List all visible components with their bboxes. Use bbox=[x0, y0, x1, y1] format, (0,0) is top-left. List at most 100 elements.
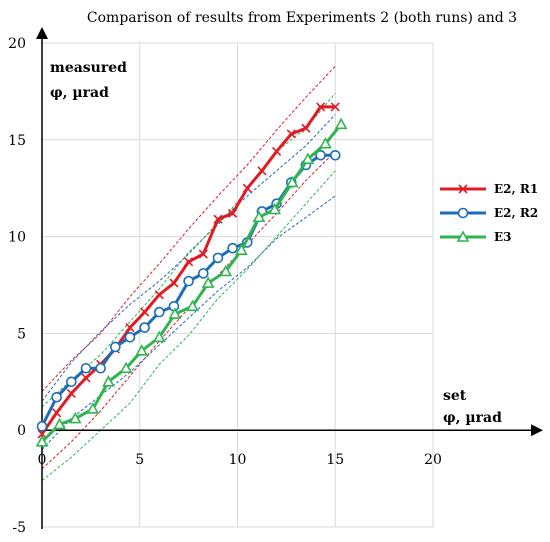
series-2-point-15 bbox=[285, 175, 299, 188]
legend-marker-1 bbox=[457, 207, 469, 219]
legend-marker-2 bbox=[456, 230, 470, 242]
legend-label-1: E2, R2 bbox=[494, 206, 538, 220]
series-1-point-20 bbox=[329, 149, 341, 161]
series-0-point-10-b bbox=[184, 257, 194, 267]
series-0-point-0 bbox=[37, 429, 47, 439]
series-2-point-17 bbox=[319, 137, 332, 149]
band-line-2 bbox=[41, 114, 336, 402]
series-line-1 bbox=[40, 153, 336, 428]
series-0-point-17-b bbox=[286, 129, 296, 139]
series-2-point-14 bbox=[268, 202, 282, 215]
series-0-point-3 bbox=[81, 373, 91, 383]
series-2-point-18 bbox=[334, 117, 348, 130]
series-0-point-7-b bbox=[140, 307, 150, 317]
band-line-4 bbox=[41, 93, 336, 408]
series-1-point-13 bbox=[227, 242, 238, 254]
series-0-point-3-b bbox=[81, 373, 91, 383]
series-2-point-13 bbox=[252, 210, 266, 223]
series-1-point-4 bbox=[95, 362, 106, 374]
series-0-point-18-b bbox=[301, 123, 311, 133]
y-tick-label-15: 15 bbox=[8, 133, 26, 149]
series-1-point-0 bbox=[36, 421, 48, 432]
series-0-point-16 bbox=[272, 146, 282, 156]
series-0-point-8 bbox=[154, 290, 164, 300]
series-0-point-9-b bbox=[169, 278, 179, 288]
series-2-point-1 bbox=[53, 417, 66, 430]
series-line-0 bbox=[40, 105, 336, 435]
series-0-point-2-b bbox=[66, 388, 76, 398]
series-0-point-12-b bbox=[213, 214, 223, 224]
band-line-5 bbox=[41, 170, 336, 481]
x-tick-label-10: 10 bbox=[229, 452, 247, 468]
series-0-point-18 bbox=[301, 123, 311, 133]
series-1-point-19 bbox=[315, 149, 326, 161]
legend: E2, R1 E2, R2 E3 bbox=[440, 182, 538, 244]
confidence-bands bbox=[41, 65, 336, 481]
y-tick-label-5: 5 bbox=[17, 326, 26, 342]
series-1-point-7 bbox=[139, 322, 150, 333]
grid bbox=[42, 42, 434, 528]
legend-label-2: E3 bbox=[494, 230, 512, 244]
series-0-point-7 bbox=[140, 307, 150, 317]
x-axis-label-line2: φ, µrad bbox=[443, 410, 502, 426]
y-tick-label-20: 20 bbox=[8, 36, 26, 52]
series-0-point-15-b bbox=[257, 166, 267, 176]
series-0-point-10 bbox=[184, 257, 194, 267]
series-2-point-0 bbox=[35, 435, 49, 447]
series-2-point-10 bbox=[201, 276, 215, 288]
series-2-point-4 bbox=[102, 375, 115, 387]
series-0-point-13 bbox=[228, 208, 238, 218]
band-line-0 bbox=[41, 65, 336, 392]
series-0-point-8-b bbox=[154, 290, 164, 300]
series-0-point-15 bbox=[257, 166, 267, 176]
series-0-point-11 bbox=[198, 249, 208, 259]
series-1-point-6 bbox=[124, 331, 136, 343]
series-group bbox=[35, 102, 348, 447]
legend-marker-0 bbox=[458, 184, 468, 194]
series-1-point-10 bbox=[183, 275, 194, 287]
series-2-point-12 bbox=[235, 243, 248, 255]
series-0-point-12 bbox=[213, 214, 223, 224]
series-0-point-14-b bbox=[242, 183, 252, 193]
series-2-point-8 bbox=[168, 307, 182, 319]
y-axis-label-line2: φ, µrad bbox=[50, 85, 109, 101]
series-0-point-1-b bbox=[52, 408, 62, 418]
series-1-point-8 bbox=[154, 306, 165, 318]
series-1-point-12 bbox=[212, 252, 224, 264]
series-0-point-9 bbox=[169, 278, 179, 288]
chart-title: Comparison of results from Experiments 2… bbox=[87, 10, 517, 26]
series-1-point-5 bbox=[110, 341, 121, 353]
series-1-point-1 bbox=[51, 391, 62, 403]
series-2-point-3 bbox=[86, 402, 100, 414]
series-0-point-20-b bbox=[330, 102, 340, 112]
series-0-point-19-b bbox=[316, 102, 326, 112]
series-0-point-20 bbox=[330, 102, 340, 112]
series-0-point-11-b bbox=[198, 249, 208, 259]
series-0-point-19 bbox=[316, 102, 326, 112]
x-tick-label-20: 20 bbox=[424, 452, 442, 468]
y-tick-label-10: 10 bbox=[8, 230, 26, 246]
series-2-point-5 bbox=[119, 361, 133, 374]
series-2-point-7 bbox=[152, 330, 166, 343]
x-tick-label-15: 15 bbox=[326, 452, 344, 468]
x-axis-label-line1: set bbox=[443, 388, 467, 404]
series-0-point-14 bbox=[242, 183, 252, 193]
band-line-3 bbox=[41, 195, 336, 450]
legend-label-0: E2, R1 bbox=[494, 182, 538, 196]
tick-labels: 0 5 10 15 20 -5 0 5 10 15 20 bbox=[8, 36, 442, 536]
series-0-point-13-b bbox=[228, 208, 238, 218]
axes bbox=[36, 27, 543, 529]
series-2-point-11 bbox=[219, 264, 233, 277]
series-2-point-16 bbox=[301, 152, 315, 164]
x-tick-label-5: 5 bbox=[135, 452, 144, 468]
series-1-point-2 bbox=[66, 376, 77, 388]
series-0-point-2 bbox=[66, 388, 76, 398]
x-tick-label-0: 0 bbox=[38, 452, 47, 468]
series-1-point-11 bbox=[197, 268, 209, 279]
legend-marker-0-b bbox=[458, 184, 468, 194]
series-2-point-2 bbox=[68, 411, 82, 424]
series-2-point-9 bbox=[186, 299, 199, 312]
series-0-point-1 bbox=[52, 408, 62, 418]
y-tick-label--5: -5 bbox=[12, 520, 26, 536]
